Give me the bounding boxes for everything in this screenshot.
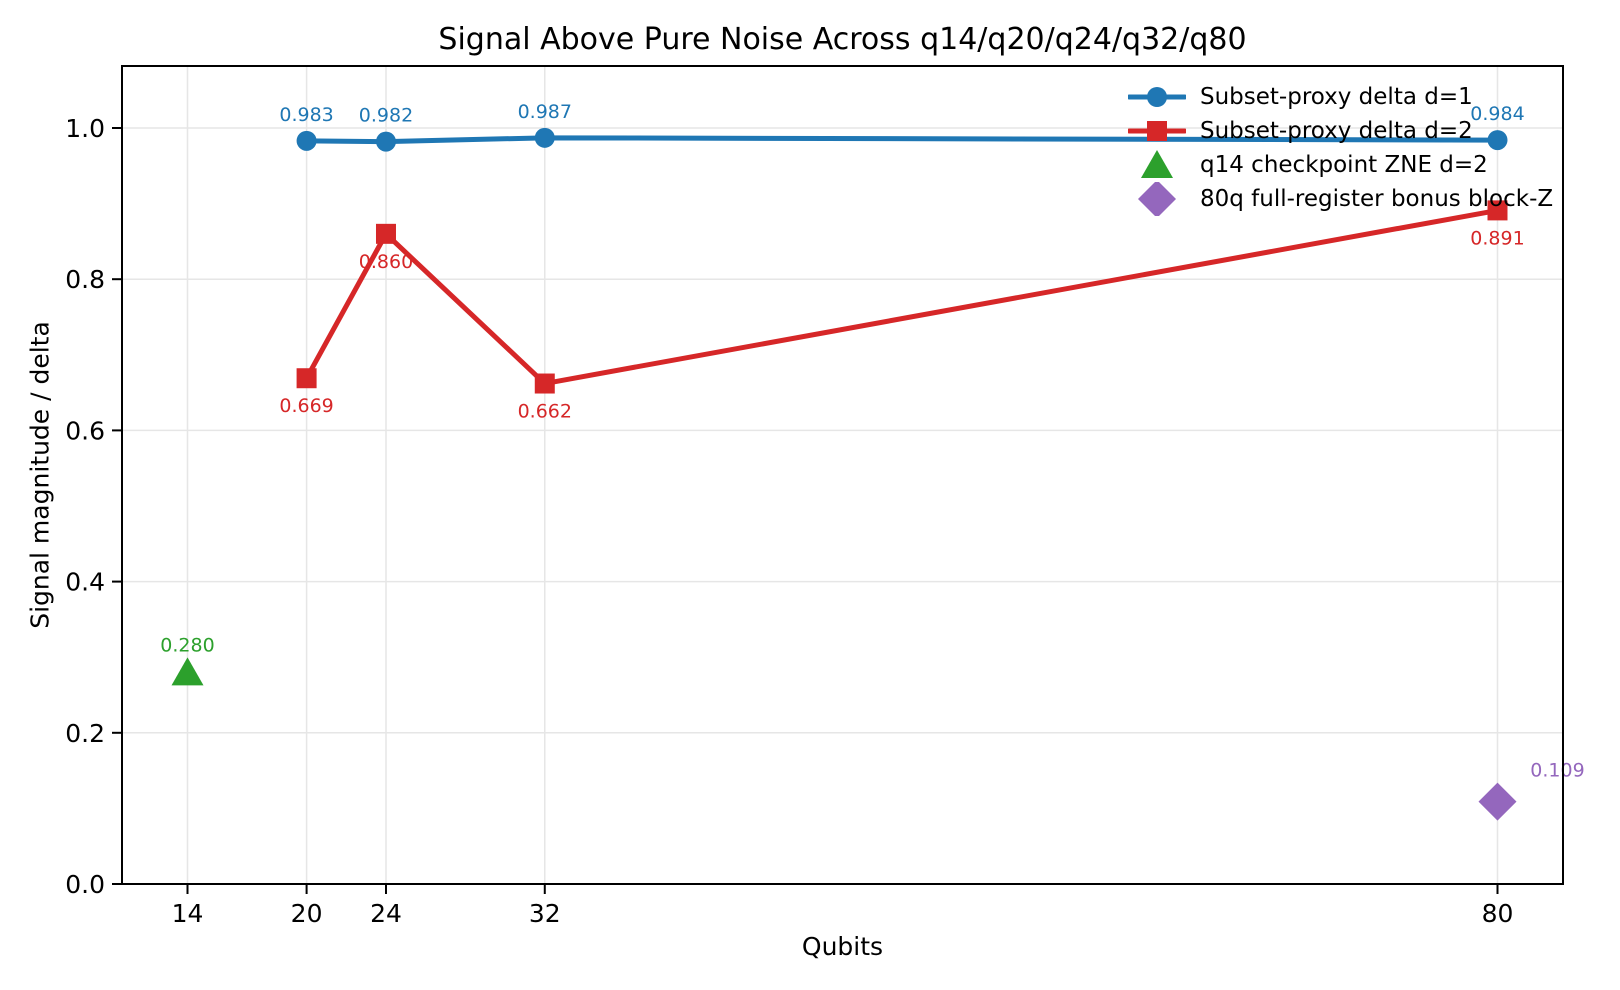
legend-circle-handle-icon [1128, 87, 1186, 107]
x-tick-label: 24 [370, 899, 402, 928]
point-label: 0.280 [160, 634, 214, 656]
point-label: 0.984 [1470, 103, 1524, 125]
circle-marker-icon [1147, 87, 1167, 107]
point-label: 0.860 [359, 251, 413, 273]
legend-diamond-handle-icon [1138, 182, 1176, 216]
circle-marker-icon [534, 127, 555, 148]
legend-item-0: Subset-proxy delta d=1 [1128, 80, 1553, 114]
x-tick-label: 80 [1482, 899, 1514, 928]
series-line [304, 207, 1500, 387]
triangle-marker-icon [1141, 150, 1173, 178]
series-0: 0.983 0.982 0.987 0.984 [279, 101, 1525, 152]
square-marker-icon [375, 223, 396, 244]
point-label: 0.987 [518, 101, 572, 123]
x-axis-label: Qubits [801, 932, 884, 961]
square-marker-icon [1487, 200, 1508, 221]
x-tick-label: 14 [172, 899, 204, 928]
point-label: 0.669 [279, 395, 333, 417]
y-tick-label: 1.0 [65, 114, 105, 143]
chart-title: Signal Above Pure Noise Across q14/q20/q… [438, 22, 1247, 57]
diamond-marker-icon [1478, 782, 1517, 821]
square-marker-icon [534, 373, 555, 394]
legend-triangle-handle-icon [1141, 150, 1173, 178]
square-marker-icon [1147, 121, 1167, 141]
y-tick-label: 0.6 [65, 416, 105, 445]
series-line [304, 135, 1500, 145]
legend-item-1: Subset-proxy delta d=2 [1128, 114, 1553, 148]
y-tick-label: 0.2 [65, 719, 105, 748]
point-label: 0.891 [1470, 227, 1524, 249]
point-label: 0.983 [279, 104, 333, 126]
legend-label: Subset-proxy delta d=2 [1200, 118, 1473, 144]
legend-label: 80q full-register bonus block-Z [1200, 186, 1554, 212]
point-label: 0.662 [518, 401, 572, 423]
diamond-marker-icon [1138, 182, 1176, 216]
triangle-marker-icon [171, 657, 204, 686]
x-tick-label: 20 [291, 899, 323, 928]
circle-marker-icon [1487, 130, 1508, 151]
y-tick-label: 0.0 [65, 870, 105, 899]
legend: Subset-proxy delta d=1 Subset-proxy delta… [1128, 80, 1553, 216]
circle-marker-icon [375, 131, 396, 152]
axes-frame [121, 65, 1564, 885]
y-tick-label: 0.4 [65, 568, 105, 597]
point-label: 0.982 [359, 105, 413, 127]
y-axis-label: Signal magnitude / delta [25, 321, 55, 629]
circle-marker-icon [296, 130, 317, 151]
legend-item-3: 80q full-register bonus block-Z [1128, 182, 1553, 216]
series-3: 0.109 [1478, 760, 1585, 821]
legend-label: q14 checkpoint ZNE d=2 [1200, 152, 1488, 178]
point-label: 0.109 [1530, 760, 1584, 782]
legend-square-handle-icon [1128, 121, 1186, 141]
y-tick-label: 0.8 [65, 265, 105, 294]
legend-item-2: q14 checkpoint ZNE d=2 [1128, 148, 1553, 182]
square-marker-icon [296, 368, 317, 389]
x-tick-label: 32 [529, 899, 561, 928]
legend-label: Subset-proxy delta d=1 [1200, 84, 1473, 110]
series-1: 0.669 0.860 0.662 0.891 [279, 200, 1525, 423]
series-2: 0.280 [160, 634, 215, 686]
